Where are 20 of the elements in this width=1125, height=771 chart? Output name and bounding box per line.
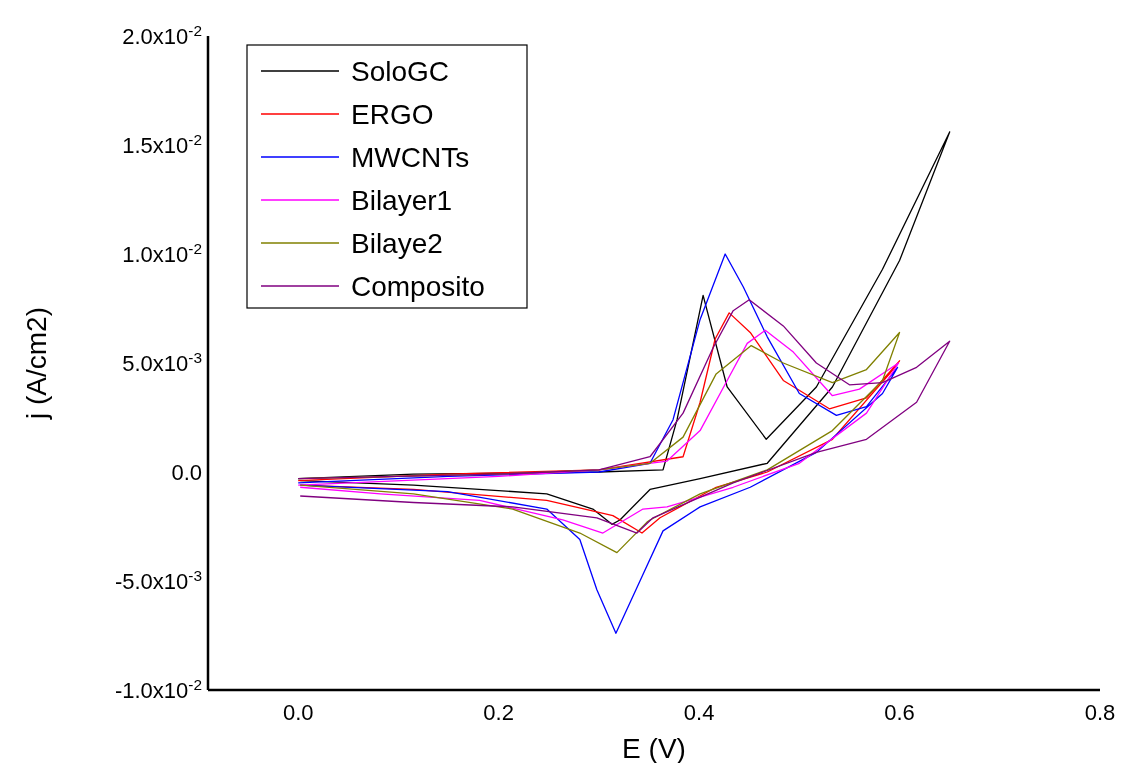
y-tick-label: -5.0x10$^{-3}$ xyxy=(114,566,202,594)
x-tick-label: 0.8 xyxy=(1084,700,1116,725)
legend-label: MWCNTs xyxy=(351,141,470,173)
y-tick-label: -1.0x10$^{-2}$ xyxy=(114,675,202,703)
legend-label: ERGO xyxy=(351,98,434,130)
x-tick-label: 0.6 xyxy=(884,700,915,725)
x-axis-title: E (V) xyxy=(622,733,686,764)
y-tick-label: 0.0 xyxy=(171,459,202,485)
x-tick-label: 0.2 xyxy=(483,700,514,725)
y-axis-title: j (A/cm2) xyxy=(21,307,52,420)
legend-label: SoloGC xyxy=(351,55,450,87)
y-tick-label: 2.0x10$^{-2}$ xyxy=(122,21,202,49)
legend-label: Bilayer1 xyxy=(351,184,453,216)
legend-label: Bilaye2 xyxy=(351,227,443,259)
x-tick-label: 0.4 xyxy=(683,700,715,725)
legend-label: Composito xyxy=(351,270,485,302)
y-tick-label: 1.5x10$^{-2}$ xyxy=(122,130,202,158)
x-tick-label: 0.0 xyxy=(282,700,314,725)
y-tick-label: 5.0x10$^{-3}$ xyxy=(122,348,202,376)
y-tick-label: 1.0x10$^{-2}$ xyxy=(122,239,202,267)
